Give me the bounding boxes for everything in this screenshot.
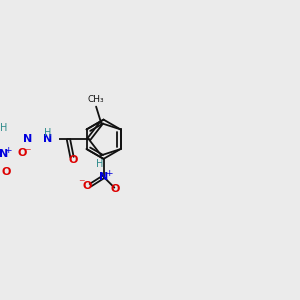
- Text: O: O: [68, 154, 78, 165]
- Text: N: N: [0, 149, 8, 159]
- Text: O: O: [83, 182, 92, 191]
- Text: N: N: [44, 134, 53, 144]
- Text: H: H: [44, 128, 52, 137]
- Text: ⁻: ⁻: [24, 146, 31, 159]
- Text: +: +: [4, 146, 12, 155]
- Text: N: N: [23, 134, 32, 144]
- Text: H: H: [1, 123, 8, 133]
- Text: +: +: [105, 169, 112, 178]
- Text: O: O: [111, 184, 120, 194]
- Text: N: N: [99, 172, 108, 182]
- Text: CH₃: CH₃: [88, 95, 104, 104]
- Text: H: H: [96, 159, 103, 169]
- Text: ⁻: ⁻: [78, 178, 85, 190]
- Text: O: O: [17, 148, 27, 158]
- Text: O: O: [1, 167, 10, 177]
